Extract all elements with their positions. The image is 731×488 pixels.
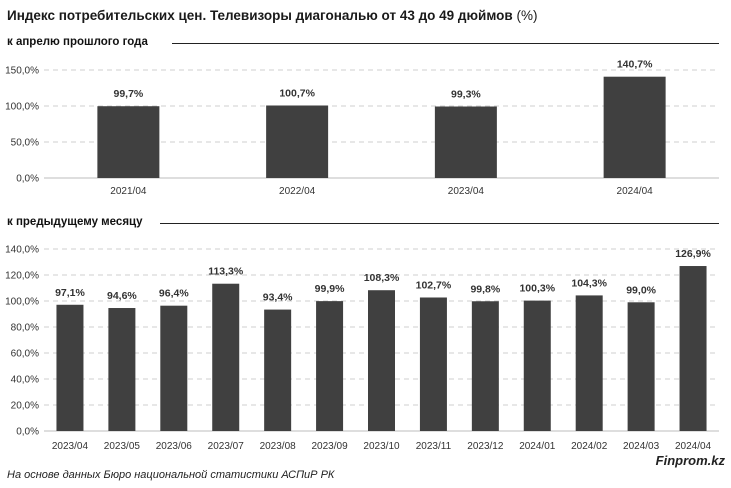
chart1-bar: [434, 106, 497, 178]
chart2-data-label: 104,3%: [571, 277, 607, 289]
chart-title: Индекс потребительских цен. Телевизоры д…: [7, 8, 537, 23]
chart2-bar: [627, 302, 655, 431]
chart2-ytick-label: 40,0%: [11, 375, 39, 386]
chart2-xtick-label: 2024/04: [675, 441, 712, 452]
chart2-bar: [160, 305, 188, 431]
source-note: На основе данных Бюро национальной стати…: [7, 469, 335, 481]
chart2-bar: [108, 308, 136, 431]
chart2-data-label: 96,4%: [159, 288, 189, 300]
chart2-bar: [523, 300, 551, 431]
chart1-subtitle-rule: [172, 43, 719, 44]
chart2-ytick-label: 80,0%: [11, 323, 39, 334]
chart2-data-label: 99,0%: [626, 284, 656, 296]
chart2-data-label: 113,3%: [208, 266, 244, 278]
chart2-xtick-label: 2023/10: [363, 441, 400, 452]
chart2-ytick-label: 20,0%: [11, 401, 39, 412]
chart2-bar: [419, 297, 447, 431]
chart2-bar: [679, 266, 707, 431]
chart2-xtick-label: 2023/09: [311, 441, 348, 452]
chart2-bar: [264, 309, 292, 431]
chart2-data-label: 99,9%: [315, 283, 345, 295]
chart1-bar: [266, 105, 329, 178]
chart2-bar: [575, 295, 603, 431]
chart1-bar: [97, 106, 160, 178]
chart1-ytick-label: 100,0%: [5, 102, 39, 113]
chart2-xtick-label: 2024/01: [519, 441, 556, 452]
chart1-data-label: 99,3%: [451, 89, 481, 101]
chart2-bar: [212, 283, 240, 431]
chart2-xtick-label: 2023/08: [260, 441, 297, 452]
chart2-bar: [316, 301, 344, 431]
chart1-data-label: 100,7%: [279, 87, 315, 99]
chart2-bar: [368, 290, 395, 431]
chart1-data-label: 99,7%: [113, 88, 143, 100]
chart1-xtick-label: 2022/04: [279, 186, 316, 197]
chart2-xtick-label: 2023/06: [156, 441, 193, 452]
chart2-xtick-label: 2023/04: [52, 441, 89, 452]
chart2-subtitle: к предыдущему месяцу: [7, 216, 143, 228]
chart2-xtick-label: 2024/03: [623, 441, 660, 452]
chart2-bar: [471, 301, 499, 431]
chart2-ytick-label: 0,0%: [16, 427, 39, 438]
chart2-data-label: 93,4%: [263, 292, 293, 304]
chart1-bar: [603, 76, 666, 178]
chart2-data-label: 126,9%: [675, 248, 711, 260]
chart2-data-label: 97,1%: [55, 287, 85, 299]
chart-title-unit: (%): [516, 8, 538, 23]
chart2-xtick-label: 2024/02: [571, 441, 608, 452]
chart1-ytick-label: 50,0%: [11, 138, 39, 149]
chart1-xtick-label: 2023/04: [448, 186, 485, 197]
chart1-xtick-label: 2021/04: [110, 186, 147, 197]
chart1-xtick-label: 2024/04: [617, 186, 654, 197]
chart2-subtitle-rule: [160, 223, 719, 224]
chart1-subtitle: к апрелю прошлого года: [7, 36, 148, 48]
chart1-data-label: 140,7%: [617, 59, 653, 71]
chart2-data-label: 102,7%: [416, 279, 452, 291]
chart2-ytick-label: 100,0%: [5, 297, 39, 308]
chart2-xtick-label: 2023/12: [467, 441, 504, 452]
chart2-xtick-label: 2023/05: [104, 441, 141, 452]
chart2-xtick-label: 2023/11: [416, 441, 452, 452]
chart1-ytick-label: 150,0%: [5, 66, 39, 77]
chart2-xtick-label: 2023/07: [208, 441, 245, 452]
chart2-data-label: 94,6%: [107, 290, 137, 302]
brand-logo: Finprom.kz: [655, 453, 725, 468]
chart2-data-label: 100,3%: [519, 283, 555, 295]
chart2-data-label: 108,3%: [364, 272, 400, 284]
chart1-ytick-label: 0,0%: [16, 174, 39, 185]
chart2-ytick-label: 120,0%: [5, 271, 39, 282]
chart2-data-label: 99,8%: [470, 283, 500, 295]
chart2-bar: [56, 304, 84, 431]
chart2-ytick-label: 60,0%: [11, 349, 39, 360]
chart-title-main: Индекс потребительских цен. Телевизоры д…: [7, 8, 513, 23]
chart2-ytick-label: 140,0%: [5, 245, 39, 256]
